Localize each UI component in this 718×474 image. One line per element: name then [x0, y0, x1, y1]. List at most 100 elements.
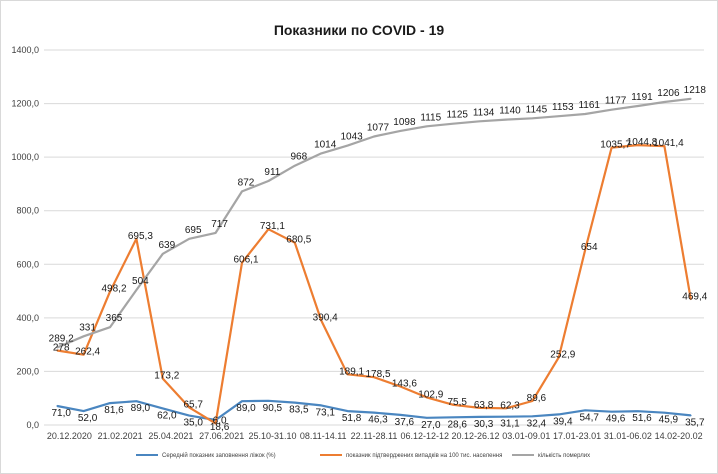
data-point [135, 237, 138, 240]
y-tick-label: 800,0 [16, 206, 39, 216]
data-label: 498,2 [101, 284, 126, 295]
data-label: 365 [106, 313, 123, 324]
data-point [109, 290, 111, 293]
data-point [294, 241, 296, 244]
data-label: 62,3 [500, 400, 520, 411]
data-label: 173,2 [154, 371, 179, 382]
data-label: 37,6 [395, 417, 415, 428]
data-label: 1191 [631, 92, 653, 103]
data-labels: 71,0 52,0 81,6 89,0 62,0 35,0 18,6 89,0 90,5 83,5… [49, 85, 708, 433]
data-point [637, 410, 639, 412]
data-point [531, 117, 534, 120]
data-point [663, 145, 666, 147]
data-point [135, 400, 138, 402]
data-label: 1218 [684, 85, 707, 96]
x-tick-label: 25.10-31.10 [248, 431, 296, 441]
legend-label: показник підтверджених випадків на 100 т… [346, 453, 502, 459]
data-label: 504 [132, 276, 149, 287]
data-point [320, 152, 323, 155]
data-point [584, 249, 586, 251]
x-tick-label: 31.01-06.02 [604, 431, 652, 441]
data-point [346, 144, 349, 147]
data-label: 45,9 [659, 415, 679, 426]
data-label: 89,0 [236, 403, 256, 414]
data-label: 331 [79, 322, 96, 333]
data-label: 189,1 [339, 366, 364, 377]
chart-title: Показники по COVID - 19 [274, 22, 445, 38]
data-point [82, 353, 85, 356]
data-point [109, 326, 111, 329]
data-point [294, 164, 296, 167]
data-point [135, 289, 138, 291]
data-point [558, 413, 560, 416]
y-tick-label: 1000,0 [11, 152, 39, 162]
data-label: 102,9 [418, 389, 443, 400]
data-point [558, 356, 560, 359]
data-label: 695 [185, 225, 202, 236]
data-label: 18,6 [210, 422, 230, 433]
y-tick-label: 200,0 [16, 366, 39, 376]
data-label: 252,9 [550, 349, 575, 360]
series-lines [56, 97, 692, 425]
data-label: 62,0 [157, 410, 177, 421]
data-point [505, 118, 507, 121]
data-point [188, 238, 190, 240]
data-label: 1140 [499, 106, 521, 117]
data-label: 1014 [314, 139, 337, 150]
data-label: 143,6 [392, 379, 417, 390]
legend: Середній показник заповнення ліжок (%) по… [136, 452, 590, 459]
data-label: 695,3 [128, 231, 153, 242]
data-point [162, 407, 164, 410]
y-tick-label: 0,0 [26, 420, 39, 430]
data-label: 35,0 [183, 418, 203, 429]
data-label: 46,3 [368, 415, 388, 426]
data-label: 51,8 [342, 413, 362, 424]
data-point [452, 403, 455, 406]
data-label: 717 [211, 219, 228, 230]
data-point [505, 415, 507, 418]
data-point [426, 125, 428, 128]
data-point [610, 108, 613, 111]
data-label: 52,0 [78, 413, 98, 424]
data-label: 73,1 [315, 407, 335, 418]
data-label: 872 [238, 177, 255, 188]
data-label: 1041,4 [653, 138, 684, 149]
data-point [373, 135, 375, 138]
data-point [637, 105, 639, 107]
data-point [241, 190, 243, 193]
data-point [109, 402, 111, 404]
data-label: 680,5 [286, 235, 311, 246]
data-label: 1043 [340, 132, 363, 143]
data-point [320, 404, 323, 407]
data-label: 75,5 [447, 397, 467, 408]
data-label: 31,1 [500, 419, 520, 430]
y-tick-label: 600,0 [16, 259, 39, 269]
data-label: 49,6 [606, 414, 626, 425]
data-point [426, 416, 428, 419]
legend-label: кількість померлих [538, 453, 590, 459]
data-label: 1044,8 [627, 137, 658, 148]
data-point [56, 349, 58, 352]
x-tick-label: 27.06.2021 [199, 431, 244, 441]
data-label: 1153 [552, 102, 574, 113]
data-label: 1077 [367, 123, 390, 134]
data-label: 89,6 [527, 393, 547, 404]
data-point [241, 261, 243, 264]
x-tick-label: 25.04.2021 [148, 431, 193, 441]
data-label: 469,4 [682, 291, 707, 302]
data-point [294, 401, 296, 404]
data-label: 911 [264, 167, 280, 178]
data-label: 28,6 [447, 419, 467, 430]
data-label: 1125 [446, 110, 468, 121]
data-point [478, 120, 481, 123]
data-label: 89,0 [131, 403, 151, 414]
data-label: 1206 [657, 88, 680, 99]
data-point [214, 232, 217, 234]
data-label: 63,8 [474, 400, 494, 411]
data-point [558, 115, 560, 117]
x-tick-label: 20.12-26.12 [452, 431, 500, 441]
x-tick-label: 22.11-28.11 [351, 431, 398, 441]
data-point [610, 146, 613, 149]
data-label: 35,7 [685, 417, 705, 428]
